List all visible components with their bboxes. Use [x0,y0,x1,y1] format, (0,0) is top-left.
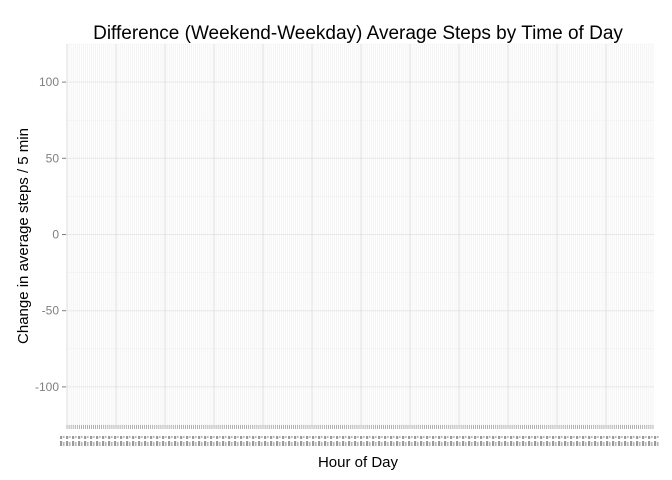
y-tick-label: -100 [35,380,59,394]
x-tick-labels-band [60,436,660,446]
chart-title: Difference (Weekend-Weekday) Average Ste… [93,23,623,44]
x-axis-title: Hour of Day [318,454,399,471]
y-tick-label: 0 [52,228,59,242]
major-gridlines [66,44,654,425]
y-tick-label: 100 [39,75,59,89]
minor-gridlines [66,43,654,426]
y-axis-ticks: 100 50 0 -50 -100 [35,75,66,394]
x-axis-ticks [60,425,660,446]
y-tick-label: 50 [46,151,60,165]
y-axis-title: Change in average steps / 5 min [15,128,32,344]
y-tick-label: -50 [42,304,60,318]
